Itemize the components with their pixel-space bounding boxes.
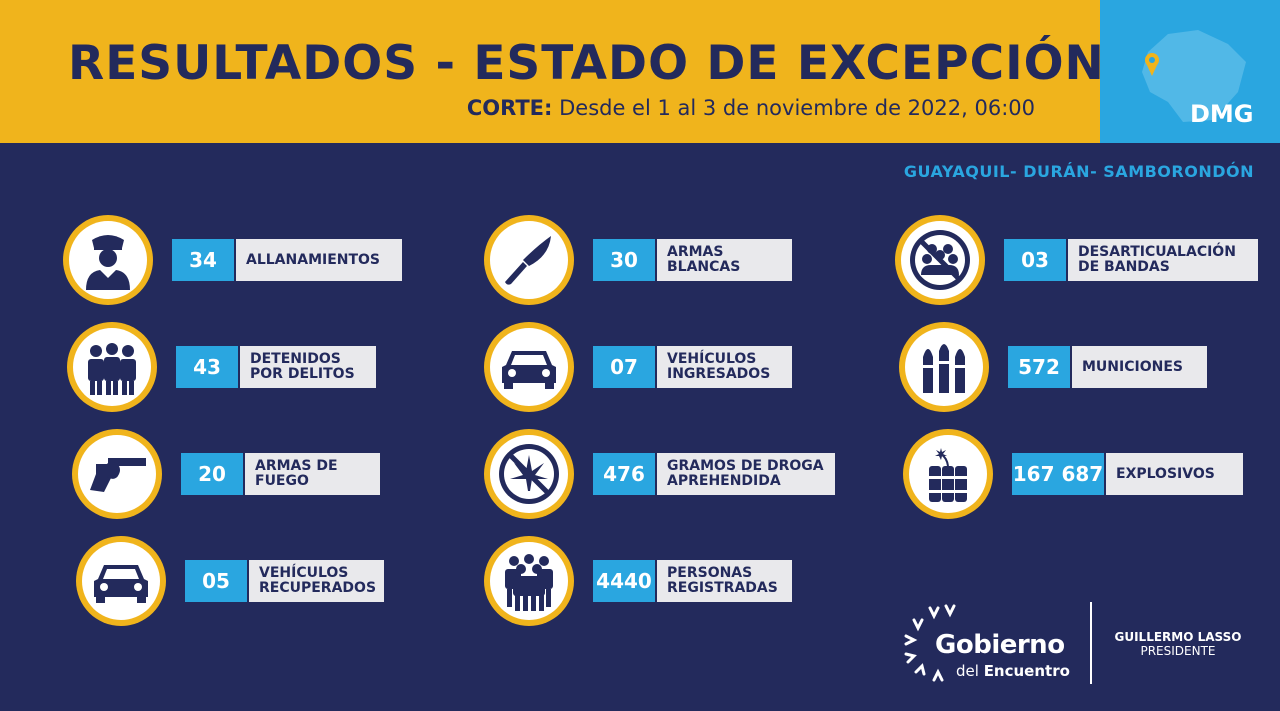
stat-value: 05: [185, 560, 247, 602]
stat-value: 476: [593, 453, 655, 495]
dynamite-icon: [928, 448, 968, 502]
stat-label: VEHÍCULOS INGRESADOS: [655, 346, 792, 388]
gobierno-logo: Gobierno del Encuentro: [900, 600, 1100, 690]
stat-value: 03: [1004, 239, 1066, 281]
dmg-label: DMG: [1190, 100, 1254, 128]
stat-bandas: 03 DESARTICUALACIÓN DE BANDAS: [895, 215, 1260, 305]
cut-text: Desde el 1 al 3 de noviembre de 2022, 06…: [552, 96, 1035, 120]
stat-value: 34: [172, 239, 234, 281]
no-drugs-icon: [499, 444, 559, 504]
stat-label: EXPLOSIVOS: [1104, 453, 1243, 495]
gobierno-rays-icon: [904, 604, 956, 682]
stat-value: 20: [181, 453, 243, 495]
stat-value: 07: [593, 346, 655, 388]
stat-explosivos: 167 687 EXPLOSIVOS: [903, 429, 1245, 519]
stat-value: 30: [593, 239, 655, 281]
stat-label: MUNICIONES: [1070, 346, 1207, 388]
ecuador-map-icon: [1142, 30, 1246, 122]
stat-value: 167 687: [1012, 453, 1104, 495]
president-role: PRESIDENTE: [1140, 644, 1216, 658]
police-officer-icon: [86, 235, 130, 290]
stat-droga: 476 GRAMOS DE DROGA APREHENDIDA: [484, 429, 844, 519]
bullets-icon: [922, 344, 966, 393]
gobierno-word: Gobierno: [935, 630, 1065, 660]
stat-label: DESARTICUALACIÓN DE BANDAS: [1066, 239, 1258, 281]
logo-divider: [1090, 602, 1092, 684]
stat-label: GRAMOS DE DROGA APREHENDIDA: [655, 453, 835, 495]
revolver-icon: [90, 458, 146, 492]
stat-label: ARMAS BLANCAS: [655, 239, 792, 281]
stat-label: PERSONAS REGISTRADAS: [655, 560, 792, 602]
stat-armas-fuego: 20 ARMAS DE FUEGO: [72, 429, 382, 519]
stat-allanamientos: 34 ALLANAMIENTOS: [63, 215, 403, 305]
stat-vehiculos-recuperados: 05 VEHÍCULOS RECUPERADOS: [76, 536, 386, 626]
stat-label: VEHÍCULOS RECUPERADOS: [247, 560, 384, 602]
cities-label: GUAYAQUIL- DURÁN- SAMBORONDÓN: [903, 162, 1254, 181]
stat-label: DETENIDOS POR DELITOS: [238, 346, 376, 388]
stat-municiones: 572 MUNICIONES: [899, 322, 1209, 412]
stat-label: ARMAS DE FUEGO: [243, 453, 380, 495]
car-icon: [94, 565, 148, 603]
stat-value: 572: [1008, 346, 1070, 388]
stat-personas: 4440 PERSONAS REGISTRADAS: [484, 536, 794, 626]
stat-value: 4440: [593, 560, 655, 602]
car-icon: [502, 351, 556, 389]
dmg-badge: DMG: [1100, 0, 1280, 143]
no-gangs-icon: [910, 230, 970, 290]
header-banner: RESULTADOS - ESTADO DE EXCEPCIÓN CORTE: …: [0, 0, 1105, 143]
stat-vehiculos-ingresados: 07 VEHÍCULOS INGRESADOS: [484, 322, 794, 412]
stat-label: ALLANAMIENTOS: [234, 239, 402, 281]
cut-date: CORTE: Desde el 1 al 3 de noviembre de 2…: [467, 96, 1035, 120]
president-name: GUILLERMO LASSO: [1114, 630, 1242, 644]
stat-armas-blancas: 30 ARMAS BLANCAS: [484, 215, 794, 305]
stat-detenidos: 43 DETENIDOS POR DELITOS: [67, 322, 377, 412]
arrested-people-icon: [88, 343, 136, 395]
knife-icon: [505, 236, 551, 285]
cut-label: CORTE:: [466, 96, 553, 120]
stat-value: 43: [176, 346, 238, 388]
crowd-icon: [505, 554, 553, 611]
page-title: RESULTADOS - ESTADO DE EXCEPCIÓN: [68, 36, 1105, 91]
gobierno-sub: del Encuentro: [956, 662, 1070, 680]
president-block: GUILLERMO LASSO PRESIDENTE: [1103, 630, 1253, 658]
